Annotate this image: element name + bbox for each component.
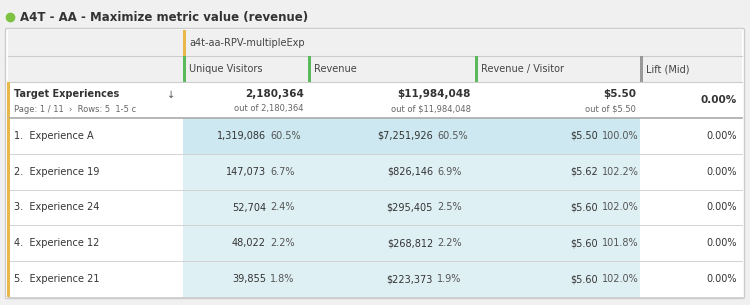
Text: 2.4%: 2.4% <box>270 203 295 213</box>
Text: $11,984,048: $11,984,048 <box>398 89 471 99</box>
Text: $5.62: $5.62 <box>570 167 598 177</box>
Text: $5.60: $5.60 <box>570 203 598 213</box>
Bar <box>8 225 742 261</box>
Text: 0.00%: 0.00% <box>706 167 737 177</box>
Bar <box>475 261 640 297</box>
Text: 1.9%: 1.9% <box>437 274 461 284</box>
Text: 0.00%: 0.00% <box>706 131 737 141</box>
Bar <box>8 82 742 118</box>
Bar <box>8 190 742 225</box>
Bar <box>308 261 475 297</box>
Bar <box>8 56 742 82</box>
Text: 2,180,364: 2,180,364 <box>245 89 304 99</box>
Text: Lift (Mid): Lift (Mid) <box>646 64 689 74</box>
FancyBboxPatch shape <box>5 28 745 299</box>
Bar <box>308 154 475 190</box>
Text: A4T - AA - Maximize metric value (revenue): A4T - AA - Maximize metric value (revenu… <box>20 10 308 23</box>
Text: ↓: ↓ <box>166 90 175 100</box>
Bar <box>475 154 640 190</box>
Text: 5.  Experience 21: 5. Experience 21 <box>14 274 100 284</box>
Bar <box>8 154 742 190</box>
Bar <box>475 56 478 82</box>
Text: 1,319,086: 1,319,086 <box>217 131 266 141</box>
Text: $5.60: $5.60 <box>570 274 598 284</box>
Text: $295,405: $295,405 <box>387 203 433 213</box>
Bar <box>183 261 308 297</box>
Text: Target Experiences: Target Experiences <box>14 89 119 99</box>
Text: 60.5%: 60.5% <box>437 131 468 141</box>
Bar <box>308 225 475 261</box>
Text: 0.00%: 0.00% <box>706 238 737 248</box>
Text: 2.2%: 2.2% <box>437 238 461 248</box>
Bar <box>7 82 10 118</box>
Bar <box>308 56 311 82</box>
Text: $826,146: $826,146 <box>387 167 433 177</box>
Bar <box>7 225 10 261</box>
Text: Revenue: Revenue <box>314 64 357 74</box>
Text: 2.2%: 2.2% <box>270 238 295 248</box>
Text: 147,073: 147,073 <box>226 167 266 177</box>
Text: 48,022: 48,022 <box>232 238 266 248</box>
Text: Revenue / Visitor: Revenue / Visitor <box>481 64 564 74</box>
Text: 100.0%: 100.0% <box>602 131 638 141</box>
Text: 0.00%: 0.00% <box>706 203 737 213</box>
Bar <box>7 118 10 154</box>
Text: 1.8%: 1.8% <box>270 274 294 284</box>
Bar <box>183 225 308 261</box>
Text: $7,251,926: $7,251,926 <box>377 131 433 141</box>
Text: 102.0%: 102.0% <box>602 203 639 213</box>
Text: $5.50: $5.50 <box>570 131 598 141</box>
Bar <box>183 30 186 56</box>
Text: out of 2,180,364: out of 2,180,364 <box>235 105 304 113</box>
Bar <box>7 154 10 190</box>
Bar <box>475 190 640 225</box>
Bar <box>183 154 308 190</box>
Text: 1.  Experience A: 1. Experience A <box>14 131 94 141</box>
Bar <box>183 118 308 154</box>
Text: $5.60: $5.60 <box>570 238 598 248</box>
Text: 0.00%: 0.00% <box>700 95 737 105</box>
Bar <box>183 56 186 82</box>
Text: 6.7%: 6.7% <box>270 167 295 177</box>
Text: out of $5.50: out of $5.50 <box>585 105 636 113</box>
Bar <box>183 190 308 225</box>
Text: 2.  Experience 19: 2. Experience 19 <box>14 167 99 177</box>
Bar <box>308 118 475 154</box>
Text: 3.  Experience 24: 3. Experience 24 <box>14 203 99 213</box>
Bar <box>475 118 640 154</box>
Text: 2.5%: 2.5% <box>437 203 461 213</box>
Bar <box>8 118 742 154</box>
Bar <box>640 56 643 82</box>
Text: a4t-aa-RPV-multipleExp: a4t-aa-RPV-multipleExp <box>189 38 304 48</box>
Bar <box>7 261 10 297</box>
Text: $5.50: $5.50 <box>603 89 636 99</box>
Text: 101.8%: 101.8% <box>602 238 638 248</box>
Text: 0.00%: 0.00% <box>706 274 737 284</box>
Text: $268,812: $268,812 <box>387 238 433 248</box>
Bar <box>7 190 10 225</box>
Text: Page: 1 / 11  ›  Rows: 5  1-5 c: Page: 1 / 11 › Rows: 5 1-5 c <box>14 105 136 113</box>
Text: 102.2%: 102.2% <box>602 167 639 177</box>
Text: out of $11,984,048: out of $11,984,048 <box>391 105 471 113</box>
Text: 39,855: 39,855 <box>232 274 266 284</box>
Text: 60.5%: 60.5% <box>270 131 301 141</box>
Text: 52,704: 52,704 <box>232 203 266 213</box>
Bar <box>8 261 742 297</box>
Text: 4.  Experience 12: 4. Experience 12 <box>14 238 99 248</box>
Bar <box>475 225 640 261</box>
Text: Unique Visitors: Unique Visitors <box>189 64 262 74</box>
Text: 102.0%: 102.0% <box>602 274 639 284</box>
Bar <box>308 190 475 225</box>
Text: 6.9%: 6.9% <box>437 167 461 177</box>
Bar <box>8 30 742 56</box>
Text: $223,373: $223,373 <box>387 274 433 284</box>
